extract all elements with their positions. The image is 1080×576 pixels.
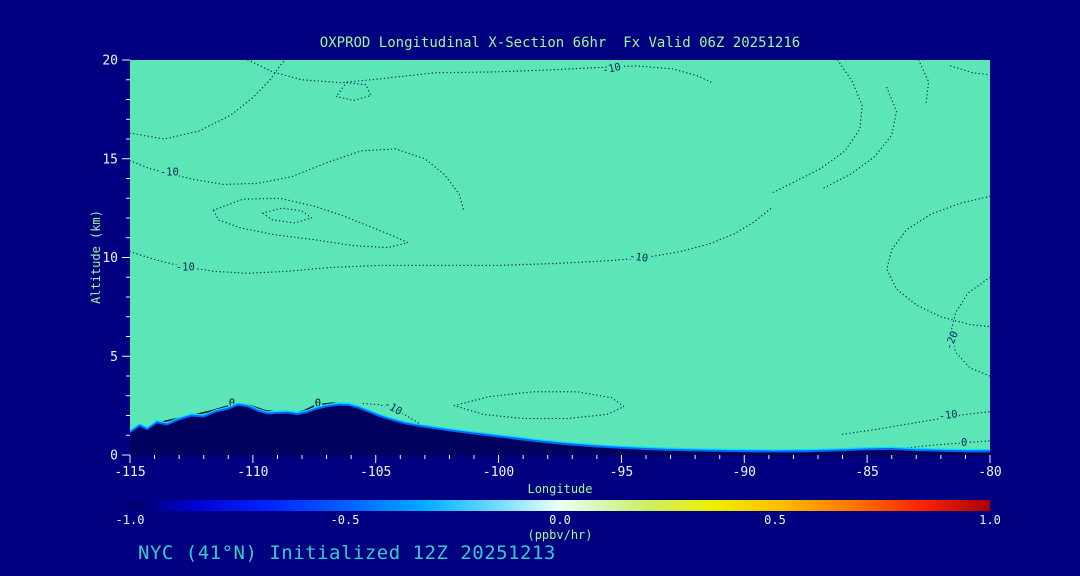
contour-label: 0 [961,437,967,449]
contour-label: -10 [160,167,179,179]
x-axis-label: Longitude [527,482,593,496]
terrain-fringe-cyan [129,402,990,451]
colorbar-tick-label: 0.0 [549,513,571,527]
terrain-silhouette [130,405,990,456]
x-tick-label: -95 [610,465,633,480]
x-tick-label: -105 [360,465,391,480]
plot-area [130,60,990,455]
x-tick-label: -100 [483,465,514,480]
x-tick-label: -80 [978,465,1001,480]
contour-line--20 [950,276,991,377]
contour-line--10 [261,207,314,224]
contour-line--10 [335,82,372,102]
x-tick-label: -85 [855,465,878,480]
colorbar-tick-label: 1.0 [979,513,1001,527]
contour-line--10 [770,59,863,194]
contour-line--10 [918,59,930,105]
init-caption: NYC (41°N) Initialized 12Z 20251213 [138,542,556,564]
contour-line--10 [247,59,713,84]
y-tick-label: 10 [102,251,118,266]
contour-line--10 [129,148,465,213]
y-tick-label: 15 [102,152,118,167]
contour-line-0 [903,440,991,449]
contour-line--10 [950,65,991,76]
contour-line--10 [129,59,286,140]
contour-label: -10 [176,261,195,273]
contour-line--10 [129,207,772,274]
axis-ticks [122,59,991,463]
contour-label: 0 [315,398,321,410]
x-tick-label: -115 [114,465,145,480]
x-tick-label: -110 [237,465,268,480]
contour-line--10 [886,195,991,328]
x-tick-label: -90 [733,465,756,480]
contour-line--10 [841,410,991,435]
contour-line--10 [212,197,410,249]
colorbar-tick-label: 0.5 [764,513,786,527]
plot-title: OXPROD Longitudinal X-Section 66hr Fx Va… [319,35,801,51]
y-tick-label: 20 [102,54,118,69]
colorbar-units-label: (ppbv/hr) [527,528,593,542]
contour-label: 0 [229,398,235,410]
colorbar-tick-label: -0.5 [331,513,360,527]
contour-line--10 [451,391,626,420]
contour-label: -10 [628,250,648,265]
colorbar-tick-label: -1.0 [116,513,145,527]
colorbar [130,500,990,511]
y-tick-label: 5 [110,350,118,365]
contour-label: -10 [938,408,958,423]
y-tick-label: 0 [110,449,118,464]
terrain-fringe-blue [129,403,990,453]
